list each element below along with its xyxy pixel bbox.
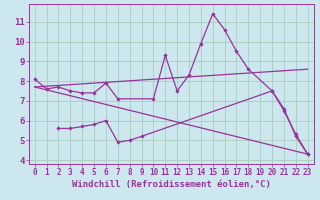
X-axis label: Windchill (Refroidissement éolien,°C): Windchill (Refroidissement éolien,°C) — [72, 180, 271, 189]
